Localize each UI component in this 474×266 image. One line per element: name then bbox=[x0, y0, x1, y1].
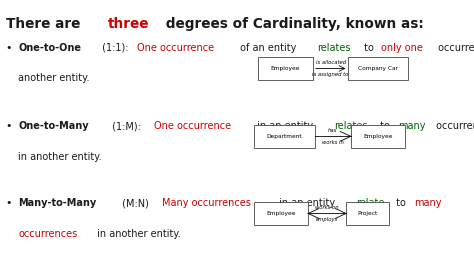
Text: Employee: Employee bbox=[271, 66, 301, 71]
Text: in an entity: in an entity bbox=[276, 198, 338, 208]
Text: Company Car: Company Car bbox=[358, 66, 398, 71]
Text: works on: works on bbox=[315, 205, 339, 210]
Text: in another entity.: in another entity. bbox=[18, 152, 101, 162]
Text: •: • bbox=[6, 121, 12, 131]
Text: to: to bbox=[361, 43, 377, 53]
Text: employs: employs bbox=[316, 217, 338, 222]
Text: (1:1):: (1:1): bbox=[99, 43, 129, 53]
Text: One occurrence: One occurrence bbox=[155, 121, 231, 131]
Text: One occurrence: One occurrence bbox=[137, 43, 215, 53]
Text: (1:M):: (1:M): bbox=[109, 121, 144, 131]
Text: many: many bbox=[414, 198, 441, 208]
Text: works in: works in bbox=[322, 140, 344, 144]
Text: to: to bbox=[393, 198, 409, 208]
Text: is allocated: is allocated bbox=[316, 60, 346, 65]
Text: relate: relate bbox=[356, 198, 385, 208]
Text: Many-to-Many: Many-to-Many bbox=[18, 198, 96, 208]
Text: to: to bbox=[377, 121, 393, 131]
Text: occurrences: occurrences bbox=[18, 229, 77, 239]
Text: Employee: Employee bbox=[363, 134, 393, 139]
Text: Employee: Employee bbox=[266, 211, 296, 216]
Text: Many occurrences: Many occurrences bbox=[162, 198, 250, 208]
Text: relates: relates bbox=[318, 43, 351, 53]
Text: (M:N): (M:N) bbox=[119, 198, 152, 208]
Text: of an entity: of an entity bbox=[237, 43, 300, 53]
Text: another entity.: another entity. bbox=[18, 73, 90, 83]
Text: There are: There are bbox=[6, 17, 85, 31]
Text: occurrences: occurrences bbox=[434, 121, 474, 131]
Text: many: many bbox=[398, 121, 426, 131]
Text: in another entity.: in another entity. bbox=[94, 229, 181, 239]
FancyBboxPatch shape bbox=[254, 125, 315, 148]
Text: only one: only one bbox=[382, 43, 423, 53]
Text: in an entity: in an entity bbox=[254, 121, 316, 131]
FancyBboxPatch shape bbox=[258, 57, 313, 80]
FancyBboxPatch shape bbox=[346, 202, 389, 225]
Text: •: • bbox=[6, 198, 12, 208]
Text: One-to-One: One-to-One bbox=[18, 43, 81, 53]
Text: occurrence in: occurrence in bbox=[436, 43, 474, 53]
FancyBboxPatch shape bbox=[254, 202, 308, 225]
Text: Project: Project bbox=[357, 211, 377, 216]
FancyBboxPatch shape bbox=[348, 57, 408, 80]
Text: Department: Department bbox=[266, 134, 302, 139]
Text: One-to-Many: One-to-Many bbox=[18, 121, 89, 131]
Text: is assigned to: is assigned to bbox=[312, 72, 349, 77]
FancyBboxPatch shape bbox=[351, 125, 405, 148]
Text: degrees of Cardinality, known as:: degrees of Cardinality, known as: bbox=[161, 17, 424, 31]
Text: •: • bbox=[6, 43, 12, 53]
Text: three: three bbox=[108, 17, 149, 31]
Text: has: has bbox=[328, 128, 337, 133]
Text: relates: relates bbox=[334, 121, 368, 131]
